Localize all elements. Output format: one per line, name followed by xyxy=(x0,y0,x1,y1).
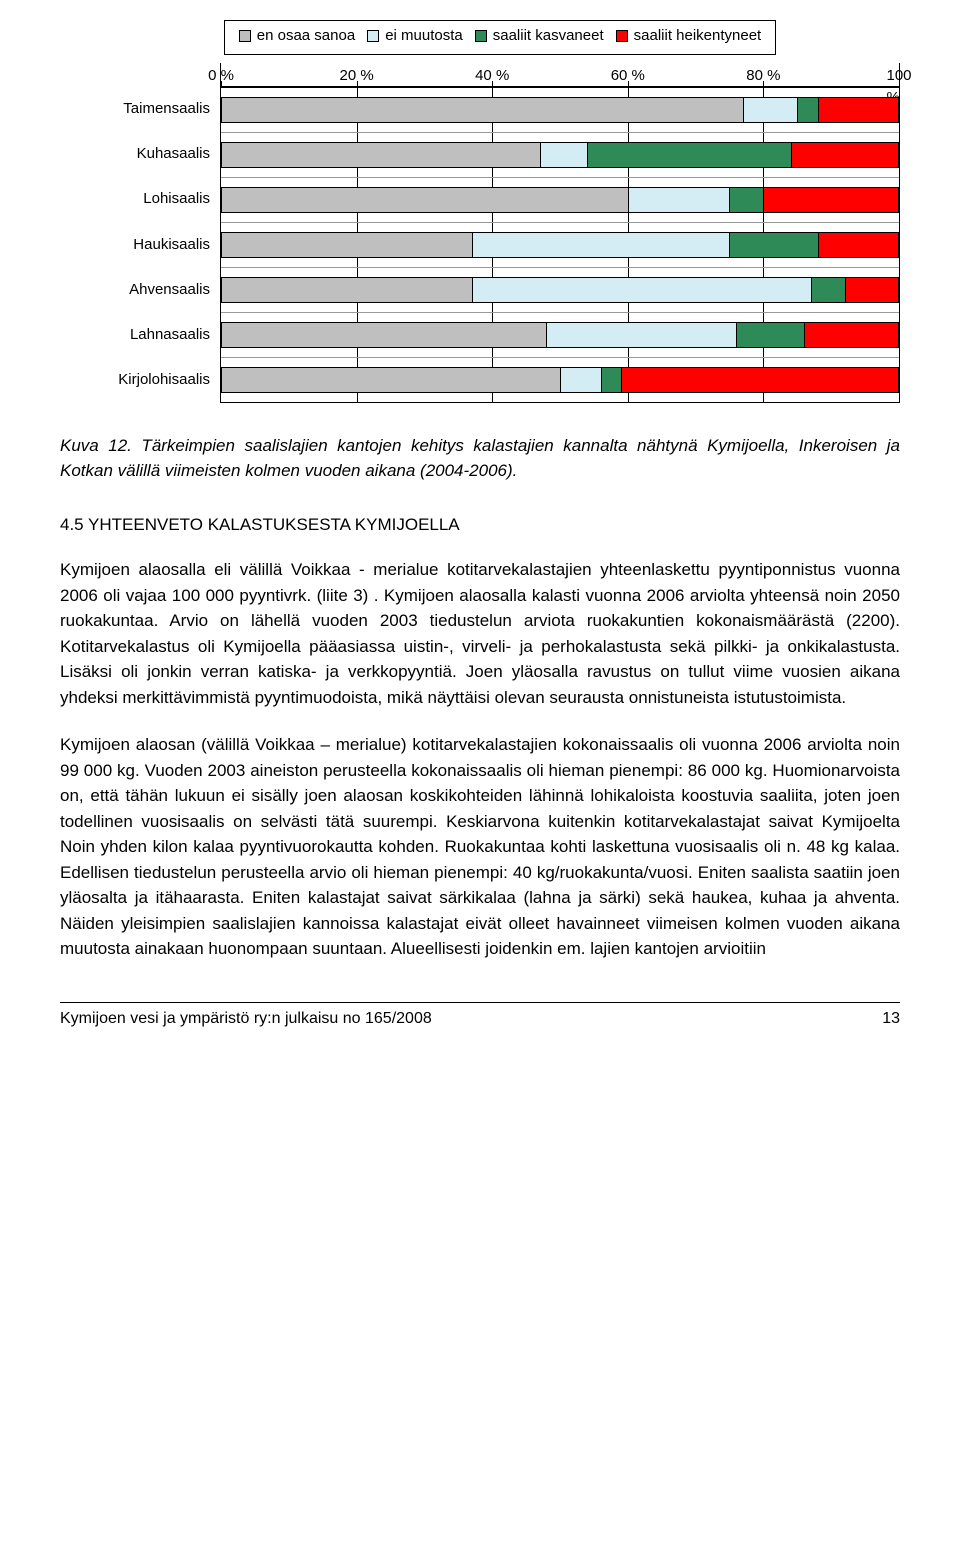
bar-row xyxy=(221,313,899,358)
legend-swatch xyxy=(367,30,379,42)
legend-swatch xyxy=(239,30,251,42)
y-category-label: Ahvensaalis xyxy=(100,267,210,312)
y-category-label: Lahnasaalis xyxy=(100,313,210,358)
y-category-label: Lohisaalis xyxy=(100,177,210,222)
bar-row xyxy=(221,268,899,313)
bar-row xyxy=(221,358,899,403)
legend-item: saaliit heikentyneet xyxy=(616,25,762,48)
bar-segment xyxy=(546,322,736,348)
legend-label: ei muutosta xyxy=(385,25,463,48)
y-category-label: Taimensaalis xyxy=(100,87,210,132)
bar-segment xyxy=(560,367,601,393)
chart-legend: en osaa sanoa ei muutosta saaliit kasvanee… xyxy=(224,20,776,55)
bar-segment xyxy=(221,367,560,393)
body-paragraph: Kymijoen alaosan (välillä Voikkaa – meri… xyxy=(60,732,900,962)
bar-row xyxy=(221,88,899,133)
legend-item: en osaa sanoa xyxy=(239,25,355,48)
stacked-bar xyxy=(221,142,899,168)
bar-segment xyxy=(797,97,817,123)
bar-segment xyxy=(221,187,628,213)
bar-segment xyxy=(221,232,472,258)
stacked-bar xyxy=(221,232,899,258)
bar-segment xyxy=(818,97,899,123)
page-footer: Kymijoen vesi ja ympäristö ry:n julkaisu… xyxy=(60,1002,900,1031)
bar-row xyxy=(221,133,899,178)
bar-segment xyxy=(587,142,790,168)
legend-item: saaliit kasvaneet xyxy=(475,25,604,48)
bar-segment xyxy=(729,232,817,258)
bar-segment xyxy=(601,367,621,393)
bar-segment xyxy=(472,232,730,258)
bar-segment xyxy=(736,322,804,348)
bar-segment xyxy=(221,322,546,348)
bar-segment xyxy=(221,97,743,123)
footer-publication: Kymijoen vesi ja ympäristö ry:n julkaisu… xyxy=(60,1007,432,1031)
bar-segment xyxy=(729,187,763,213)
bar-segment xyxy=(811,277,845,303)
stacked-bar xyxy=(221,322,899,348)
bar-segment xyxy=(818,232,899,258)
page-number: 13 xyxy=(882,1007,900,1031)
legend-swatch xyxy=(475,30,487,42)
stacked-bar-chart: en osaa sanoa ei muutosta saaliit kasvanee… xyxy=(60,20,900,403)
section-heading: 4.5 YHTEENVETO KALASTUKSESTA KYMIJOELLA xyxy=(60,512,900,538)
stacked-bar xyxy=(221,187,899,213)
chart-plot-area: 0 %20 %40 %60 %80 %100 % xyxy=(220,63,900,403)
bar-segment xyxy=(540,142,587,168)
bars-region xyxy=(221,87,899,403)
y-axis-labels: TaimensaalisKuhasaalisLohisaalisHaukisaa… xyxy=(100,63,220,403)
figure-caption: Kuva 12. Tärkeimpien saalislajien kantoj… xyxy=(60,433,900,484)
bar-segment xyxy=(804,322,899,348)
bar-segment xyxy=(221,277,472,303)
bar-segment xyxy=(763,187,899,213)
y-category-label: Haukisaalis xyxy=(100,222,210,267)
legend-item: ei muutosta xyxy=(367,25,463,48)
stacked-bar xyxy=(221,367,899,393)
stacked-bar xyxy=(221,277,899,303)
bar-segment xyxy=(221,142,540,168)
legend-label: en osaa sanoa xyxy=(257,25,355,48)
bar-segment xyxy=(845,277,899,303)
y-category-label: Kuhasaalis xyxy=(100,132,210,177)
bar-segment xyxy=(472,277,811,303)
bar-segment xyxy=(621,367,899,393)
stacked-bar xyxy=(221,97,899,123)
bar-row xyxy=(221,178,899,223)
legend-label: saaliit kasvaneet xyxy=(493,25,604,48)
body-paragraph: Kymijoen alaosalla eli välillä Voikkaa -… xyxy=(60,557,900,710)
bar-segment xyxy=(743,97,797,123)
bar-row xyxy=(221,223,899,268)
x-axis: 0 %20 %40 %60 %80 %100 % xyxy=(221,63,899,87)
bar-segment xyxy=(628,187,730,213)
legend-swatch xyxy=(616,30,628,42)
y-category-label: Kirjolohisaalis xyxy=(100,358,210,403)
legend-label: saaliit heikentyneet xyxy=(634,25,762,48)
bar-segment xyxy=(791,142,899,168)
